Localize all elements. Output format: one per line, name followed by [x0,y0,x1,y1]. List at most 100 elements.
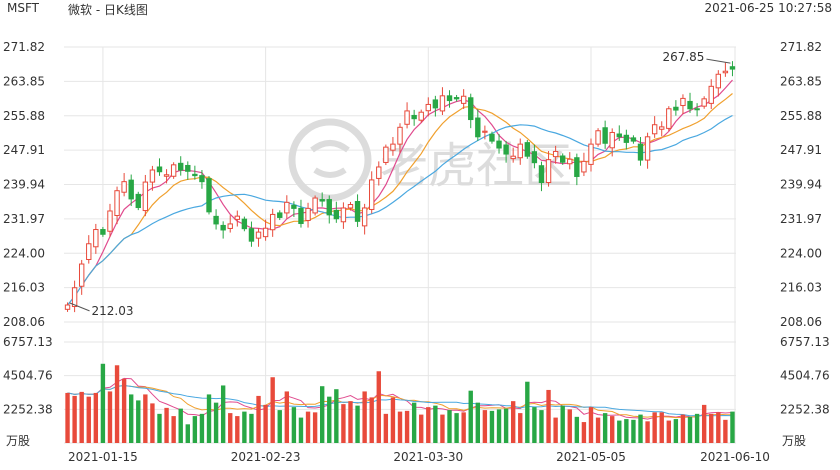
candle-body [312,197,318,214]
candle-body [623,134,630,143]
date-axis: 2021-01-15 2021-02-23 2021-03-30 2021-05-05… [68,450,770,464]
candle-body [588,143,594,165]
volume-unit-label-left: 万股 [6,434,30,448]
candle-body [269,213,276,231]
volume-bar [305,411,311,443]
chart-title: 微软 - 日K线图 [68,3,148,17]
candle-body [496,140,502,149]
volume-bar [694,413,700,443]
price-tick-label-left: 239.94 [3,178,45,192]
candle [496,133,502,154]
candle-body [340,207,347,223]
chart-timestamp: 2021-06-25 10:27:58 [704,1,832,15]
candle [687,92,693,113]
volume-bar [369,397,374,443]
candle-body [64,304,71,310]
volume-bar [638,414,643,443]
chart-header: MSFT 微软 - 日K线图 2021-06-25 10:27:58 [0,0,840,18]
candle-body [319,199,325,202]
price-tick-label-right: 231.97 [780,212,822,226]
volume-bar [164,407,169,443]
candle [722,62,729,77]
candle-body [637,143,644,161]
candle [114,186,120,225]
candle-body [383,146,389,163]
candle [475,109,481,141]
candle-body [729,66,736,70]
candle-body [100,229,106,235]
volume-bar [666,420,671,443]
candle [156,158,163,176]
watermark: 老虎社区 [288,118,572,202]
volume-bar [426,407,431,443]
candle-body [220,224,226,231]
volume-bar [312,412,318,443]
price-axis-right: 271.82 263.85 255.88 247.91 239.94 231.97 224.… [780,40,822,329]
candle [729,61,736,77]
candle-body [213,215,219,225]
volume-bar [114,365,120,443]
volume-bar [475,402,481,443]
candle-body [453,97,460,100]
candle [206,176,212,215]
candle-body [262,227,269,238]
volume-bar [595,417,601,443]
volume-bar [228,413,233,443]
candle [192,165,198,180]
candle [170,162,177,179]
candle [666,106,672,131]
volume-bar [143,394,148,443]
volume-bar [652,412,657,443]
volume-bar [72,395,77,443]
candle [701,96,707,109]
candle [411,109,417,126]
volume-bar [440,414,445,443]
candle-body [178,162,184,171]
candle-body [659,126,665,130]
tiger-logo-icon [288,118,372,202]
volume-ma10-line [67,384,733,419]
price-tick-label-right: 239.94 [780,178,822,192]
price-annotations: 267.85 212.03 [69,50,731,318]
candle [234,210,240,227]
candle [446,90,453,108]
volume-bar [404,410,410,443]
volume-bar [298,417,304,443]
candle-body [524,142,531,157]
candle-body [326,199,332,216]
volume-bar [447,410,452,443]
volume-bar [319,386,325,443]
candle-body [86,243,92,261]
volume-bar [390,397,396,443]
candle [538,161,545,192]
candle [651,116,658,138]
volume-bar [220,385,226,443]
price-tick-label-right: 247.91 [780,143,822,157]
volume-bar [157,413,162,443]
candle-body [666,108,672,129]
volume-bar [256,395,261,443]
volume-bar [567,409,572,443]
ma20-line [67,114,733,306]
volume-bar [624,419,629,443]
volume-bar [93,392,99,443]
candle-body [701,98,707,107]
volume-bar [411,402,417,443]
candle-body [567,158,573,165]
candle-body [192,173,198,177]
date-tick-label: 2021-03-30 [393,450,463,464]
volume-bar [185,424,190,443]
candle [361,203,368,235]
candle-body [538,165,545,184]
candle [340,202,347,229]
candle-body [121,181,127,193]
candle-body [552,150,559,158]
volume-bar [709,413,714,443]
volume-bar [468,390,473,443]
volume-tick-label-left: 2252.38 [3,402,53,416]
volume-bar [602,413,608,443]
candle-body [510,155,516,160]
volume-bar [553,417,558,443]
price-tick-label-right: 255.88 [780,109,822,123]
